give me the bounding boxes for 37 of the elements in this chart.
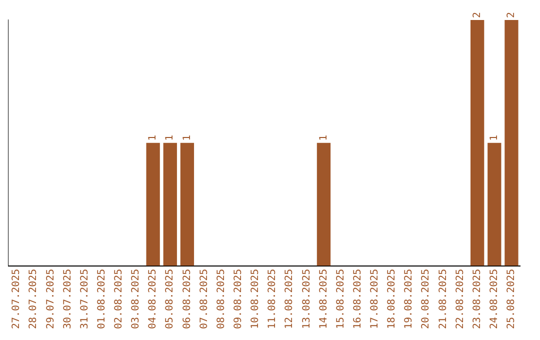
data-label: 2 xyxy=(506,12,518,18)
x-tick-label: 16.08.2025 xyxy=(352,268,364,330)
x-tick-label: 28.07.2025 xyxy=(28,268,40,330)
x-tick-label: 06.08.2025 xyxy=(182,268,193,330)
x-tick-label: 22.08.2025 xyxy=(454,268,466,330)
x-tick-label: 21.08.2025 xyxy=(438,268,449,330)
x-tick-label: 19.08.2025 xyxy=(404,268,415,330)
data-label: 1 xyxy=(318,134,330,141)
data-label: 1 xyxy=(148,134,159,141)
x-tick-label: 23.08.2025 xyxy=(472,268,483,330)
x-tick-label: 09.08.2025 xyxy=(232,268,244,330)
x-tick-label: 29.07.2025 xyxy=(45,268,56,330)
x-tick-label: 13.08.2025 xyxy=(301,268,312,330)
x-tick-label: 04.08.2025 xyxy=(148,268,159,330)
x-tick-label: 20.08.2025 xyxy=(420,268,432,330)
data-label: 1 xyxy=(488,134,500,141)
x-tick-label: 15.08.2025 xyxy=(335,268,346,330)
x-tick-label: 07.08.2025 xyxy=(198,268,210,330)
x-tick-label: 02.08.2025 xyxy=(114,268,125,330)
x-tick-label: 11.08.2025 xyxy=(267,268,278,330)
x-tick-label: 24.08.2025 xyxy=(488,268,500,330)
x-tick-label: 03.08.2025 xyxy=(130,268,142,330)
x-tick-label: 05.08.2025 xyxy=(164,268,176,330)
x-tick-label: 30.07.2025 xyxy=(62,268,74,330)
x-tick-label: 17.08.2025 xyxy=(370,268,381,330)
x-tick-label: 25.08.2025 xyxy=(506,268,518,330)
x-tick-label: 01.08.2025 xyxy=(96,268,108,330)
data-label: 2 xyxy=(472,12,483,18)
data-label: 1 xyxy=(182,134,193,141)
x-tick-label: 27.07.2025 xyxy=(11,268,22,330)
x-tick-label: 12.08.2025 xyxy=(284,268,296,330)
x-tick-label: 08.08.2025 xyxy=(216,268,227,330)
x-tick-label: 31.07.2025 xyxy=(79,268,90,330)
x-tick-label: 10.08.2025 xyxy=(250,268,262,330)
x-tick-label: 18.08.2025 xyxy=(386,268,398,330)
data-label: 1 xyxy=(164,134,176,141)
x-tick-label: 14.08.2025 xyxy=(318,268,330,330)
